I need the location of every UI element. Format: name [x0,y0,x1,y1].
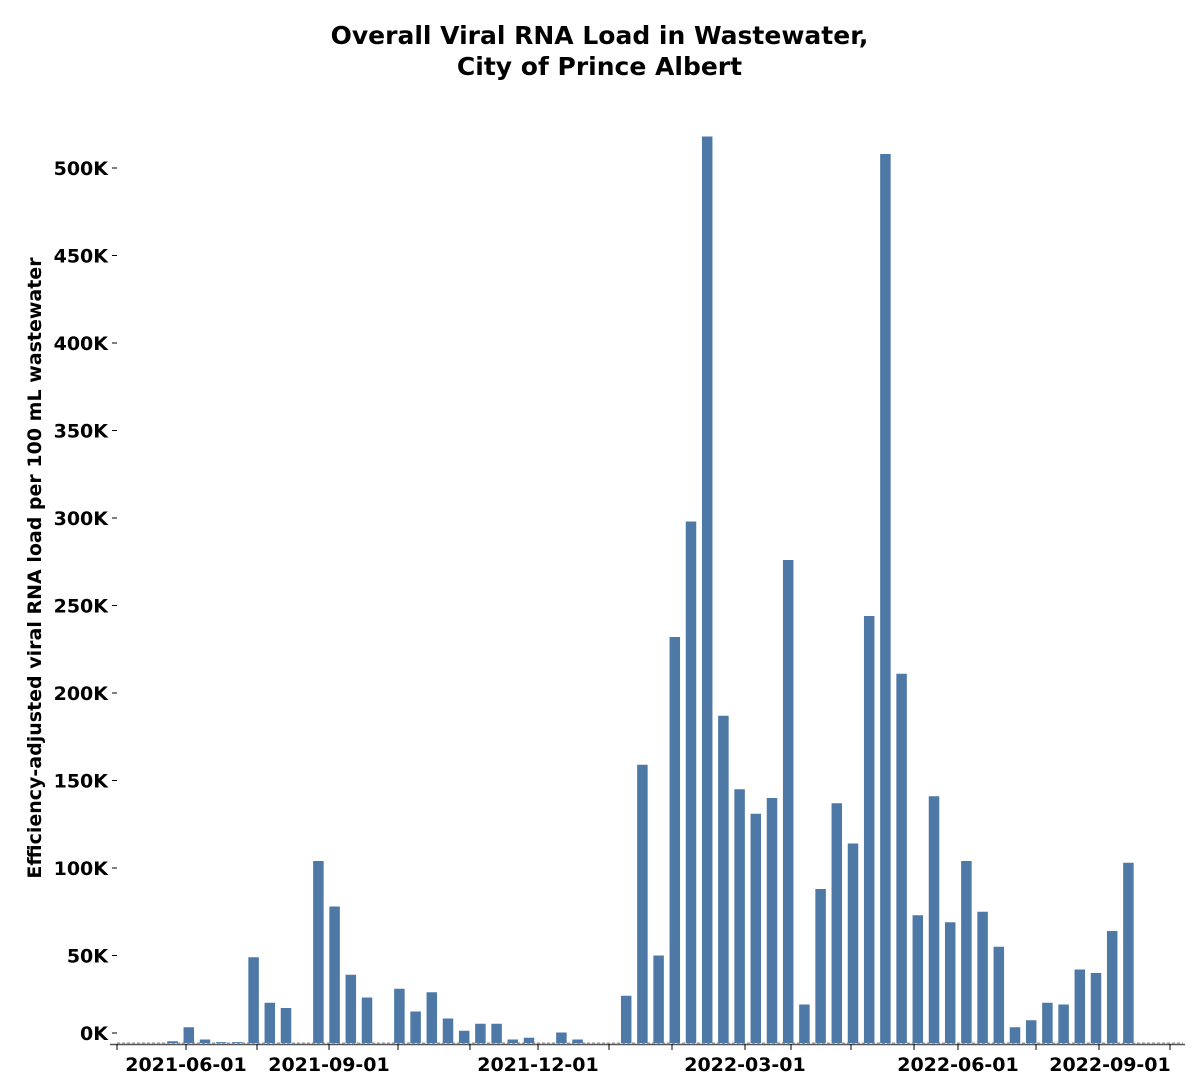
bar [685,521,697,1043]
bar [394,988,405,1043]
bar [1090,973,1102,1043]
bar [782,560,794,1043]
x-tick-label: 2022-06-01 [897,1054,1019,1076]
chart-title-line2: City of Prince Albert [456,52,743,81]
bar [442,1018,454,1043]
y-tick-label: 450K [54,246,110,268]
bar [523,1037,535,1043]
bar [1009,1027,1021,1043]
chart-title: Overall Viral RNA Load in Wastewater, Ci… [0,20,1199,82]
bar [896,673,907,1043]
bar [766,798,778,1043]
bar [1025,1020,1037,1043]
bar [750,813,762,1043]
bar [1123,862,1134,1043]
bar [1074,969,1086,1043]
bar [653,955,664,1043]
bar [718,715,729,1043]
bar [880,154,891,1043]
x-tick-label: 2021-12-01 [477,1054,599,1076]
bar [944,922,956,1043]
bar [183,1027,195,1043]
y-tick-label: 200K [54,683,110,705]
bar [361,997,373,1043]
bar [167,1041,178,1043]
y-tick-label: 250K [54,596,110,618]
y-tick-label: 400K [54,333,110,355]
y-tick-label: 0K [80,1023,109,1045]
bar [734,789,745,1043]
bar [313,861,324,1043]
bar [863,616,875,1043]
bar [507,1039,519,1043]
bar [556,1032,567,1043]
bar [491,1023,502,1043]
x-axis: 2021-06-01 2021-09-01 2021-12-01 2022-03-01… [110,1043,1185,1076]
y-axis: 0K 50K 100K 150K 200K 250K 300K 350K 400K 450K 500… [54,158,117,1045]
bar [620,995,632,1043]
y-tick-label: 500K [54,158,110,180]
bar [831,803,843,1043]
bar [426,992,438,1043]
bar [329,906,340,1043]
x-tick-label: 2022-09-01 [1049,1054,1171,1076]
bar [280,1008,292,1043]
bar [264,1002,276,1043]
bar [847,843,859,1043]
y-tick-label: 100K [54,858,110,880]
y-tick-label: 150K [54,771,110,793]
x-tick-label: 2021-09-01 [268,1054,390,1076]
y-tick-label: 50K [67,946,109,968]
bar [345,974,357,1043]
bars [117,136,1183,1044]
bar [912,915,924,1043]
chart-title-line1: Overall Viral RNA Load in Wastewater, [330,21,869,50]
bar [977,911,988,1043]
bar [1106,931,1118,1043]
x-tick-label: 2021-06-01 [125,1054,247,1076]
bar [1058,1004,1069,1043]
bar [199,1039,211,1043]
y-axis-title: Efficiency-adjusted viral RNA load per 1… [24,257,46,879]
bar [701,136,713,1043]
y-tick-label: 350K [54,421,110,443]
bar [410,1011,421,1043]
bar [993,946,1005,1043]
bar [248,957,259,1043]
bar [215,1042,227,1043]
bar [669,637,681,1043]
bar [637,764,648,1043]
x-tick-label: 2022-03-01 [684,1054,806,1076]
bar [799,1004,810,1043]
bar [928,796,940,1043]
bar [1042,1002,1053,1043]
bar [815,889,826,1043]
bar [232,1042,243,1043]
bar [458,1030,470,1043]
y-tick-label: 300K [54,508,110,530]
bar [961,861,972,1043]
bar [475,1023,486,1043]
bar [572,1039,583,1043]
